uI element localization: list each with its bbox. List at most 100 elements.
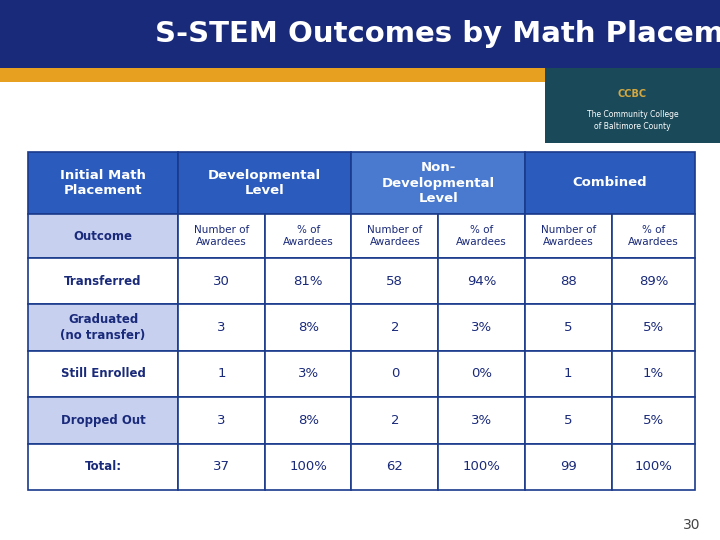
Text: Number of
Awardees: Number of Awardees xyxy=(194,225,249,247)
Bar xyxy=(438,351,525,397)
Text: Number of
Awardees: Number of Awardees xyxy=(367,225,423,247)
Bar xyxy=(438,214,525,258)
Bar xyxy=(178,443,265,490)
Bar xyxy=(178,397,265,443)
Text: 3%: 3% xyxy=(471,414,492,427)
Bar xyxy=(28,397,178,443)
Text: 3: 3 xyxy=(217,414,225,427)
Text: S-STEM Outcomes by Math Placement: S-STEM Outcomes by Math Placement xyxy=(155,20,720,48)
Bar xyxy=(525,152,695,214)
Bar xyxy=(28,351,178,397)
Text: 5: 5 xyxy=(564,414,572,427)
Bar xyxy=(525,214,611,258)
Bar xyxy=(525,443,611,490)
Text: 99: 99 xyxy=(560,460,577,473)
Bar xyxy=(438,397,525,443)
Text: Combined: Combined xyxy=(572,177,647,190)
Text: Transferred: Transferred xyxy=(64,275,142,288)
Bar xyxy=(28,443,178,490)
Text: Number of
Awardees: Number of Awardees xyxy=(541,225,596,247)
Bar xyxy=(438,258,525,305)
Text: 5: 5 xyxy=(564,321,572,334)
Text: 1: 1 xyxy=(217,368,225,381)
Bar xyxy=(525,305,611,351)
Text: % of
Awardees: % of Awardees xyxy=(283,225,333,247)
Bar xyxy=(265,305,351,351)
Text: Still Enrolled: Still Enrolled xyxy=(60,368,145,381)
Text: 5%: 5% xyxy=(643,414,664,427)
Text: 100%: 100% xyxy=(289,460,327,473)
Bar xyxy=(438,305,525,351)
Text: 81%: 81% xyxy=(293,275,323,288)
Text: 100%: 100% xyxy=(634,460,672,473)
Text: Total:: Total: xyxy=(84,460,122,473)
Text: CCBC: CCBC xyxy=(618,89,647,99)
Text: 3%: 3% xyxy=(471,321,492,334)
Text: 88: 88 xyxy=(560,275,577,288)
Text: 62: 62 xyxy=(387,460,403,473)
Bar xyxy=(351,443,438,490)
Bar xyxy=(265,397,351,443)
Text: 1%: 1% xyxy=(643,368,664,381)
Text: The Community College: The Community College xyxy=(587,110,678,119)
Bar xyxy=(265,351,351,397)
Bar xyxy=(28,214,178,258)
Text: 2: 2 xyxy=(391,414,399,427)
Text: 0%: 0% xyxy=(471,368,492,381)
Text: of Baltimore County: of Baltimore County xyxy=(594,122,671,131)
Bar xyxy=(0,68,720,82)
Bar xyxy=(611,305,695,351)
Text: 94%: 94% xyxy=(467,275,496,288)
Bar xyxy=(178,214,265,258)
Text: Non-
Developmental
Level: Non- Developmental Level xyxy=(382,161,495,205)
Bar xyxy=(611,351,695,397)
Bar xyxy=(351,305,438,351)
Text: 3: 3 xyxy=(217,321,225,334)
Bar xyxy=(178,258,265,305)
Text: % of
Awardees: % of Awardees xyxy=(456,225,507,247)
Text: Initial Math
Placement: Initial Math Placement xyxy=(60,168,146,197)
Bar xyxy=(525,258,611,305)
Text: 30: 30 xyxy=(213,275,230,288)
Bar xyxy=(545,68,720,143)
Bar xyxy=(525,351,611,397)
Text: Developmental
Level: Developmental Level xyxy=(208,168,321,197)
Bar xyxy=(525,397,611,443)
Text: % of
Awardees: % of Awardees xyxy=(628,225,679,247)
Bar xyxy=(438,443,525,490)
Bar xyxy=(178,351,265,397)
Bar xyxy=(178,152,351,214)
Bar xyxy=(265,258,351,305)
Text: 8%: 8% xyxy=(297,321,319,334)
Text: 5%: 5% xyxy=(643,321,664,334)
Text: 30: 30 xyxy=(683,518,700,532)
Bar xyxy=(351,351,438,397)
Bar xyxy=(351,152,525,214)
Text: 100%: 100% xyxy=(463,460,500,473)
Bar xyxy=(611,214,695,258)
Text: 58: 58 xyxy=(387,275,403,288)
Bar xyxy=(28,258,178,305)
Bar xyxy=(178,305,265,351)
Bar xyxy=(265,214,351,258)
Bar xyxy=(611,443,695,490)
Text: 89%: 89% xyxy=(639,275,668,288)
Text: Graduated
(no transfer): Graduated (no transfer) xyxy=(60,313,145,342)
Bar xyxy=(265,443,351,490)
Bar xyxy=(351,397,438,443)
Bar xyxy=(351,214,438,258)
Bar xyxy=(28,152,178,214)
Text: 2: 2 xyxy=(391,321,399,334)
Bar xyxy=(611,258,695,305)
Bar xyxy=(351,258,438,305)
Text: 8%: 8% xyxy=(297,414,319,427)
Text: Outcome: Outcome xyxy=(73,230,132,242)
Text: Dropped Out: Dropped Out xyxy=(60,414,145,427)
Bar xyxy=(0,0,720,68)
Bar xyxy=(611,397,695,443)
Text: 0: 0 xyxy=(391,368,399,381)
Text: 37: 37 xyxy=(213,460,230,473)
Bar xyxy=(28,305,178,351)
Text: 3%: 3% xyxy=(297,368,319,381)
Text: 1: 1 xyxy=(564,368,572,381)
